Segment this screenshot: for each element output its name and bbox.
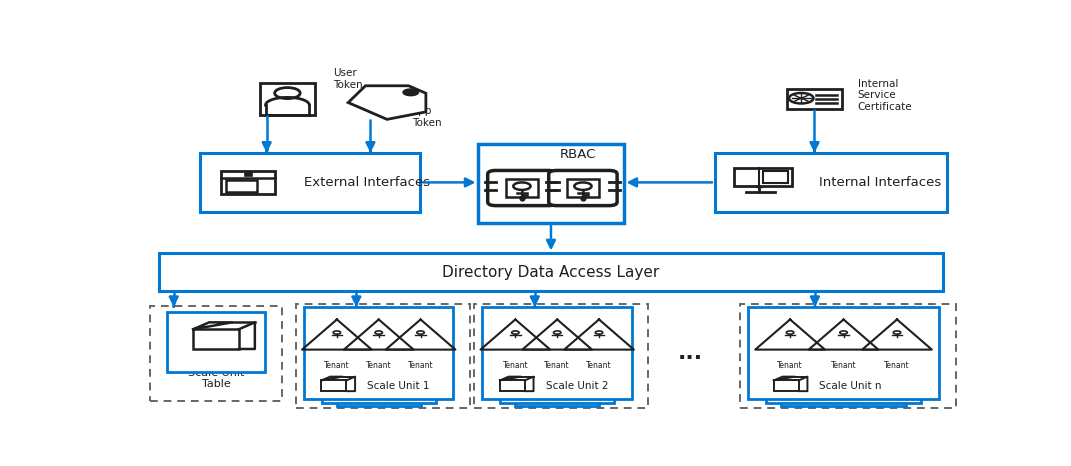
Bar [766, 311, 921, 403]
Bar [515, 315, 599, 406]
Bar [321, 380, 346, 391]
Text: Tenant: Tenant [586, 361, 612, 370]
Text: Scale Unit 1: Scale Unit 1 [367, 381, 429, 391]
Text: External Interfaces: External Interfaces [304, 176, 431, 189]
Bar [482, 307, 632, 398]
Text: Internal Interfaces: Internal Interfaces [818, 176, 941, 189]
Bar [159, 254, 944, 291]
Bar [781, 315, 906, 406]
Text: Directory Data Access Layer: Directory Data Access Layer [442, 265, 660, 280]
Bar [567, 178, 600, 198]
Bar [734, 168, 793, 186]
Bar [337, 315, 421, 406]
Bar [479, 144, 623, 223]
Bar [226, 180, 257, 192]
Bar [150, 306, 282, 402]
Bar [715, 153, 948, 212]
Text: RBAC: RBAC [560, 148, 597, 161]
Bar [322, 311, 436, 403]
Bar [786, 89, 843, 109]
Bar [245, 173, 252, 176]
Bar [506, 178, 539, 198]
Text: App
Token: App Token [412, 106, 441, 128]
Bar [259, 83, 315, 115]
FancyBboxPatch shape [548, 171, 617, 206]
Text: Tenant: Tenant [778, 361, 803, 370]
Text: Tenant: Tenant [544, 361, 570, 370]
Bar [500, 380, 525, 391]
Text: Tenant: Tenant [325, 361, 350, 370]
Text: Tenant: Tenant [831, 361, 857, 370]
Bar [500, 311, 614, 403]
Bar [774, 380, 799, 391]
Text: ...: ... [678, 343, 703, 363]
Text: User
Token: User Token [333, 69, 363, 90]
Text: Scale Unit
Table: Scale Unit Table [187, 368, 244, 389]
Text: Tenant: Tenant [366, 361, 392, 370]
Text: Tenant: Tenant [885, 361, 909, 370]
Bar [748, 307, 939, 398]
Bar [763, 171, 788, 183]
Text: Scale Unit 2: Scale Unit 2 [545, 381, 608, 391]
Bar [222, 171, 275, 194]
Polygon shape [348, 86, 426, 119]
Bar [755, 185, 763, 187]
Text: Tenant: Tenant [502, 361, 528, 370]
Text: Internal
Service
Certificate: Internal Service Certificate [858, 79, 912, 112]
Bar [296, 303, 470, 408]
Bar [200, 153, 420, 212]
Circle shape [403, 89, 419, 96]
Bar [740, 303, 955, 408]
Bar [193, 329, 239, 349]
Bar [304, 307, 453, 398]
Bar [474, 303, 649, 408]
Bar [167, 313, 265, 372]
Text: Tenant: Tenant [408, 361, 434, 370]
FancyBboxPatch shape [487, 171, 556, 206]
Text: Scale Unit n: Scale Unit n [819, 381, 883, 391]
